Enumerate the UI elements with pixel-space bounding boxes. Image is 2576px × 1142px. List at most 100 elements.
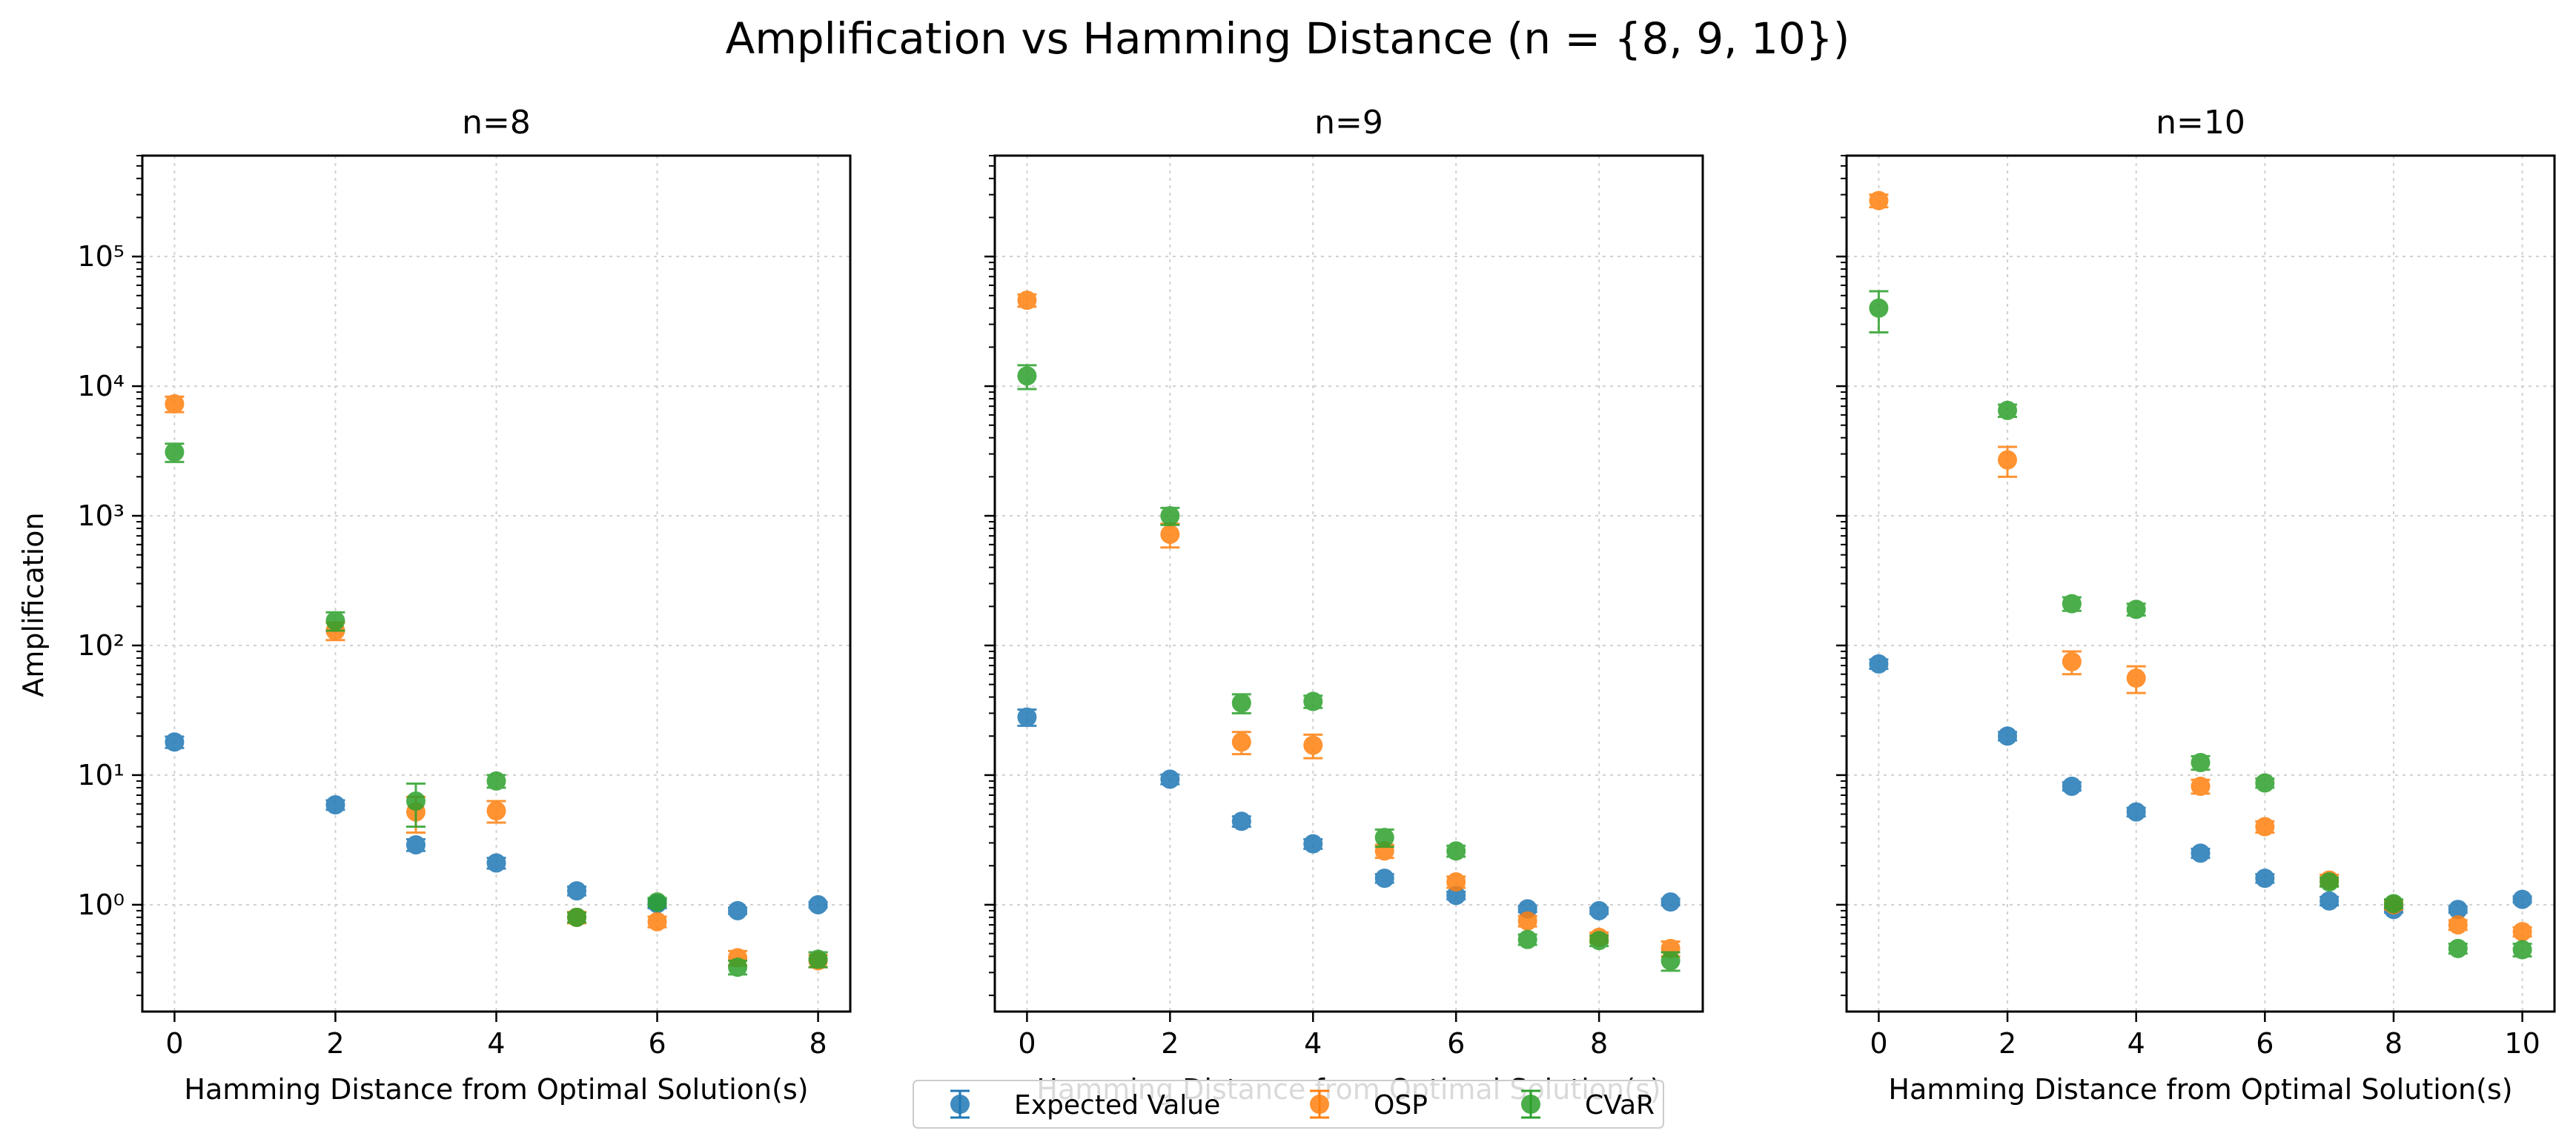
data-point — [325, 795, 345, 815]
x-tick-label: 10 — [2504, 1027, 2540, 1060]
data-point — [1998, 726, 2018, 746]
marker — [2383, 894, 2403, 914]
data-point — [1869, 290, 1889, 333]
y-tick-label: 10⁴ — [77, 370, 125, 402]
data-point — [1517, 929, 1537, 949]
data-point — [2126, 665, 2146, 694]
x-axis-ticks: 0 2 4 6 8 — [165, 1012, 827, 1060]
data-point — [405, 782, 426, 829]
series-expected-value — [1017, 707, 1681, 920]
x-tick-label: 0 — [1018, 1027, 1036, 1060]
marker — [1661, 892, 1681, 912]
marker — [1303, 691, 1323, 711]
data-point — [1231, 693, 1251, 714]
data-point — [1160, 769, 1180, 789]
marker — [1017, 291, 1037, 311]
marker — [2191, 776, 2211, 796]
marker — [1517, 911, 1537, 931]
data-point — [486, 853, 506, 873]
marker — [647, 912, 667, 932]
marker — [1998, 726, 2018, 746]
data-point — [1446, 886, 1466, 906]
legend-items: Expected Value OSP CVaR — [950, 1089, 1655, 1121]
marker — [2512, 922, 2532, 942]
x-axis-ticks: 0 2 4 6 8 10 — [1870, 1012, 2540, 1060]
marker — [1446, 872, 1466, 892]
legend-item-expected-value: Expected Value — [950, 1089, 1220, 1121]
data-point — [1589, 900, 1609, 920]
data-point — [1374, 828, 1394, 849]
marker — [1160, 524, 1180, 544]
legend-item-osp: OSP — [1310, 1089, 1428, 1121]
series-cvar — [1869, 290, 2532, 960]
x-tick-label: 2 — [326, 1027, 344, 1060]
data-point — [2255, 869, 2275, 889]
data-point — [1231, 811, 1251, 831]
data-point — [2320, 891, 2340, 911]
data-point — [2062, 594, 2082, 614]
data-point — [2512, 940, 2532, 960]
x-tick-label: 6 — [2256, 1027, 2274, 1060]
series-osp — [1017, 291, 1681, 958]
x-axis-ticks: 0 2 4 6 8 — [1018, 1012, 1608, 1060]
data-point — [1017, 364, 1037, 391]
y-tick-label: 10⁵ — [77, 240, 125, 273]
data-point — [165, 442, 185, 463]
marker — [405, 791, 426, 811]
data-point — [325, 611, 345, 632]
marker — [325, 795, 345, 815]
legend-label: CVaR — [1585, 1090, 1655, 1121]
x-tick-label: 4 — [2128, 1027, 2145, 1060]
data-point — [486, 800, 506, 824]
marker — [567, 881, 587, 901]
marker — [2448, 914, 2468, 934]
data-point — [2126, 600, 2146, 620]
x-tick-label: 0 — [165, 1027, 183, 1060]
x-axis-label: Hamming Distance from Optimal Solution(s… — [184, 1073, 808, 1106]
series-cvar — [1017, 364, 1681, 972]
legend-item-cvar: CVaR — [1521, 1089, 1655, 1121]
subplot-title: n=9 — [1314, 104, 1383, 142]
marker — [2062, 651, 2082, 671]
marker — [1446, 841, 1466, 861]
data-point — [808, 894, 828, 914]
data-point — [165, 394, 185, 414]
y-axis-ticks — [1836, 255, 1847, 906]
data-point — [1374, 869, 1394, 889]
data-point — [1998, 445, 2018, 478]
legend-label: Expected Value — [1014, 1090, 1220, 1121]
y-axis-ticks: 10⁰ 10¹ 10² 10³ 10⁴ 10⁵ — [77, 240, 142, 921]
marker — [165, 442, 185, 462]
data-point — [2191, 843, 2211, 863]
data-point — [728, 900, 748, 920]
subplot-title: n=10 — [2156, 104, 2245, 142]
marker — [2320, 872, 2340, 892]
legend-marker — [950, 1095, 970, 1114]
marker — [1869, 190, 1889, 210]
marker — [2126, 802, 2146, 822]
series-expected-value — [165, 732, 828, 920]
figure-title: Amplification vs Hamming Distance (n = {… — [726, 13, 1850, 64]
data-point — [1869, 654, 1889, 674]
subplot-3: 0 2 4 6 8 10 n=10 Hamming Distance from Optimal… — [1836, 104, 2556, 1106]
marker — [2320, 891, 2340, 911]
legend-label: OSP — [1374, 1090, 1428, 1121]
y-tick-label: 10¹ — [77, 759, 125, 791]
data-point — [2448, 914, 2468, 934]
x-tick-label: 6 — [648, 1027, 666, 1060]
marker — [2255, 869, 2275, 889]
marker — [2191, 843, 2211, 863]
marker — [567, 907, 587, 927]
plot-area-frame — [141, 154, 852, 1013]
marker — [2062, 776, 2082, 796]
marker — [1231, 732, 1251, 752]
data-point — [567, 881, 587, 901]
data-point — [1017, 707, 1037, 727]
marker — [1374, 828, 1394, 848]
marker — [1661, 951, 1681, 971]
data-point — [2512, 922, 2532, 942]
marker — [2255, 817, 2275, 837]
data-point — [486, 771, 506, 791]
plot-area-frame — [1845, 154, 2556, 1013]
x-tick-label: 4 — [487, 1027, 505, 1060]
